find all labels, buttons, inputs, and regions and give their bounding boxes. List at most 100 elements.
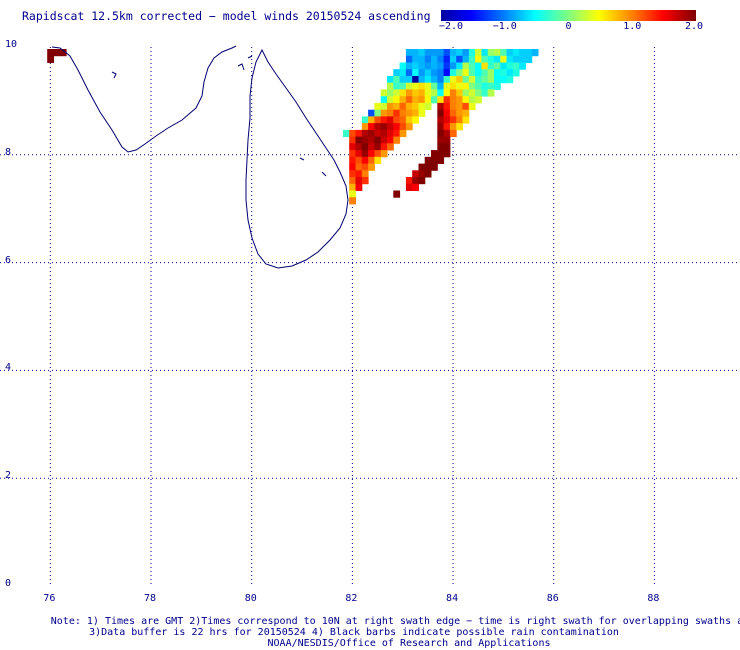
wind-cell: [481, 76, 489, 84]
wind-cell: [475, 76, 482, 84]
wind-cell: [355, 150, 363, 158]
wind-cell: [405, 55, 413, 63]
wind-cell: [519, 55, 526, 63]
x-tick-label: 88: [647, 593, 660, 604]
y-tick-label: 2: [5, 470, 12, 482]
wind-cell: [361, 136, 369, 144]
wind-cell: [449, 129, 457, 138]
wind-cell: [393, 69, 401, 77]
wind-cell: [349, 143, 356, 151]
y-tick-label: 0: [5, 578, 12, 589]
wind-cell: [387, 102, 394, 111]
wind-cell: [418, 102, 426, 111]
wind-cell: [387, 109, 394, 117]
colorbar-tick-label: −2.0: [438, 21, 464, 32]
wind-cell: [418, 49, 426, 57]
wind-cell: [412, 109, 419, 117]
wind-cell: [349, 183, 356, 191]
wind-cell: [59, 49, 67, 57]
wind-cell: [456, 123, 463, 131]
wind-cell: [500, 49, 508, 57]
wind-cell: [443, 123, 451, 131]
wind-cell: [456, 49, 463, 57]
wind-cell: [393, 136, 401, 144]
wind-cell: [393, 190, 401, 198]
wind-cell: [487, 62, 495, 70]
wind-cell: [494, 49, 501, 57]
india-coastline: [51, 45, 237, 153]
wind-cell: [368, 129, 375, 138]
wind-cell: [387, 136, 394, 144]
wind-cell: [424, 82, 432, 90]
wind-cell: [399, 129, 407, 138]
wind-cell: [374, 109, 382, 117]
wind-cell: [393, 129, 401, 138]
wind-cell: [405, 109, 413, 117]
wind-cell: [437, 96, 445, 104]
wind-cell: [437, 55, 445, 63]
wind-cell: [412, 55, 419, 63]
wind-cell: [399, 102, 407, 111]
wind-cell: [412, 89, 419, 97]
wind-cell: [512, 69, 520, 77]
wind-cell: [418, 109, 426, 117]
colorbar: [441, 10, 696, 21]
wind-cell: [418, 82, 426, 90]
wind-cell: [387, 129, 394, 138]
wind-cell: [481, 49, 489, 57]
wind-cell: [462, 76, 470, 84]
wind-cell: [475, 55, 482, 63]
wind-cell: [443, 49, 451, 57]
wind-cell: [487, 89, 495, 97]
y-tick-label: 6: [5, 254, 12, 266]
wind-cell: [449, 76, 457, 84]
wind-cell: [355, 163, 363, 171]
wind-cell: [349, 170, 356, 178]
wind-cell: [374, 156, 382, 164]
wind-cell: [399, 62, 407, 70]
wind-cell: [512, 49, 520, 57]
wind-cell: [475, 49, 482, 57]
wind-cell: [519, 49, 526, 57]
wind-cell: [412, 102, 419, 111]
wind-cell: [475, 62, 482, 70]
wind-cell: [475, 96, 482, 104]
wind-cell: [387, 76, 394, 84]
wind-cell: [475, 69, 482, 77]
wind-cell: [468, 55, 476, 63]
wind-cell: [380, 123, 388, 131]
wind-cell: [431, 163, 438, 171]
wind-cell: [418, 177, 426, 185]
wind-cell: [456, 116, 463, 124]
wind-cell: [405, 177, 413, 185]
wind-cell: [349, 150, 356, 158]
x-tick-label: 82: [345, 593, 358, 604]
wind-cell: [437, 69, 445, 77]
wind-cell: [462, 109, 470, 117]
wind-cell: [405, 116, 413, 124]
wind-cell: [462, 49, 470, 57]
footnote-credit: NOAA/NESDIS/Office of Research and Appli…: [267, 638, 551, 649]
wind-difference-cells: [47, 49, 539, 205]
colorbar-tick-label: 1.0: [623, 21, 642, 32]
wind-cell: [506, 62, 514, 70]
wind-cell: [456, 82, 463, 90]
wind-cell: [418, 163, 426, 171]
wind-cell: [437, 62, 445, 70]
wind-cell: [443, 76, 451, 84]
wind-cell: [418, 96, 426, 104]
wind-cell: [437, 89, 445, 97]
wind-cell: [456, 109, 463, 117]
wind-cell: [437, 136, 445, 144]
wind-cell: [506, 76, 514, 84]
wind-cell: [431, 96, 438, 104]
wind-cell: [361, 123, 369, 131]
wind-cell: [437, 143, 445, 151]
wind-cell: [424, 163, 432, 171]
wind-cell: [468, 62, 476, 70]
wind-cell: [437, 76, 445, 84]
wind-cell: [475, 89, 482, 97]
wind-cell: [399, 89, 407, 97]
wind-cell: [361, 177, 369, 185]
